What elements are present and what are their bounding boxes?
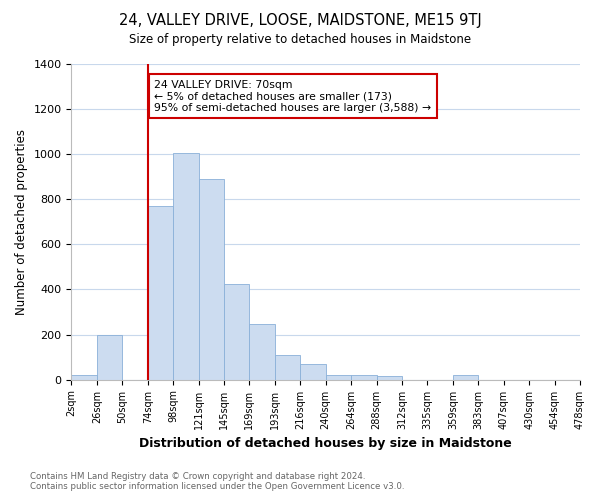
Bar [326,375,351,380]
Bar [173,153,199,380]
Bar [377,376,402,380]
Text: 24, VALLEY DRIVE, LOOSE, MAIDSTONE, ME15 9TJ: 24, VALLEY DRIVE, LOOSE, MAIDSTONE, ME15… [119,12,481,28]
Bar [351,375,377,380]
X-axis label: Distribution of detached houses by size in Maidstone: Distribution of detached houses by size … [139,437,512,450]
Bar [97,334,122,380]
Bar [275,355,300,380]
Bar [250,324,275,380]
Text: Size of property relative to detached houses in Maidstone: Size of property relative to detached ho… [129,32,471,46]
Bar [71,375,97,380]
Y-axis label: Number of detached properties: Number of detached properties [15,129,28,315]
Bar [453,375,478,380]
Text: 24 VALLEY DRIVE: 70sqm
← 5% of detached houses are smaller (173)
95% of semi-det: 24 VALLEY DRIVE: 70sqm ← 5% of detached … [154,80,431,113]
Text: Contains HM Land Registry data © Crown copyright and database right 2024.
Contai: Contains HM Land Registry data © Crown c… [30,472,404,491]
Bar [224,284,250,380]
Bar [199,179,224,380]
Bar [148,206,173,380]
Bar [300,364,326,380]
